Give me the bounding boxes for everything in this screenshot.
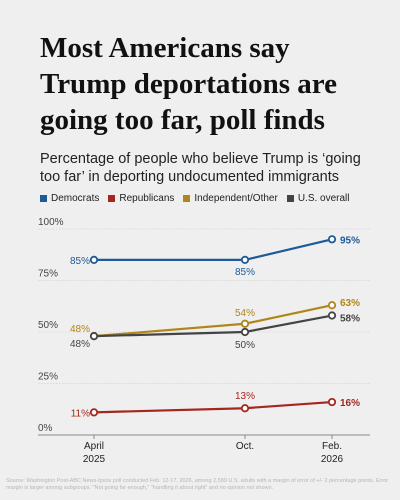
- data-label-independent-other-1: 54%: [235, 308, 255, 319]
- headline: Most Americans say Trump deportations ar…: [40, 32, 337, 136]
- data-label-republicans-2: 16%: [340, 398, 360, 409]
- data-label-u-s-overall-1: 50%: [235, 340, 255, 351]
- legend-label-overall: U.S. overall: [297, 193, 350, 204]
- legend: Democrats Republicans Independent/Other …: [40, 193, 390, 204]
- legend-item-democrats: Democrats: [40, 193, 99, 204]
- x-tick-label-year-2: 2026: [321, 454, 344, 465]
- data-label-republicans-0: 11%: [71, 408, 90, 419]
- series-line-republicans: [93, 400, 333, 414]
- x-tick-label-1: Oct.: [236, 441, 254, 452]
- series-line-independent-other: [93, 304, 333, 338]
- x-tick-label-year-0: 2025: [83, 454, 106, 465]
- chart-subtitle: Percentage of people who believe Trump i…: [40, 151, 361, 185]
- data-label-democrats-2: 95%: [340, 235, 360, 246]
- data-label-independent-other-0: 48%: [70, 324, 90, 335]
- legend-label-independent: Independent/Other: [194, 193, 278, 204]
- data-label-u-s-overall-0: 48%: [70, 339, 90, 350]
- legend-item-overall: U.S. overall: [286, 193, 350, 204]
- x-tick-label-2: Feb.: [322, 441, 342, 452]
- y-tick-label-50: 50%: [38, 320, 58, 331]
- data-point-republicans-0: [89, 408, 99, 417]
- data-label-democrats-1: 85%: [235, 267, 255, 278]
- y-tick-label-100: 100%: [38, 217, 64, 228]
- data-point-u-s-overall-1: [240, 327, 250, 337]
- data-label-independent-other-2: 63%: [340, 298, 360, 309]
- data-point-republicans-2: [327, 397, 337, 407]
- data-label-democrats-0: 85%: [70, 256, 90, 267]
- data-point-u-s-overall-0: [89, 332, 99, 341]
- legend-swatch-republicans: [108, 195, 116, 202]
- data-label-republicans-1: 13%: [235, 391, 255, 402]
- legend-item-republicans: Republicans: [108, 193, 174, 204]
- legend-label-republicans: Republicans: [119, 193, 175, 204]
- data-point-republicans-1: [240, 404, 250, 413]
- y-tick-label-0: 0%: [38, 423, 53, 434]
- source-note: Source: Washington Post-ABC News-Ipsos p…: [6, 478, 389, 491]
- legend-label-democrats: Democrats: [51, 193, 100, 204]
- y-tick-label-75: 75%: [38, 269, 58, 280]
- data-point-independent-other-1: [240, 319, 250, 328]
- legend-swatch-democrats: [40, 195, 47, 202]
- data-point-u-s-overall-2: [327, 311, 337, 320]
- y-tick-label-25: 25%: [38, 372, 58, 383]
- legend-item-independent: Independent/Other: [183, 193, 278, 204]
- data-point-democrats-1: [240, 255, 250, 264]
- data-point-democrats-2: [327, 235, 337, 244]
- x-tick-label-0: April: [84, 441, 104, 452]
- legend-swatch-independent: [183, 195, 191, 202]
- data-point-democrats-0: [89, 255, 99, 264]
- data-point-independent-other-2: [327, 301, 337, 310]
- series-line-democrats: [94, 238, 333, 261]
- data-label-u-s-overall-2: 58%: [340, 314, 360, 325]
- legend-swatch-overall: [286, 195, 294, 202]
